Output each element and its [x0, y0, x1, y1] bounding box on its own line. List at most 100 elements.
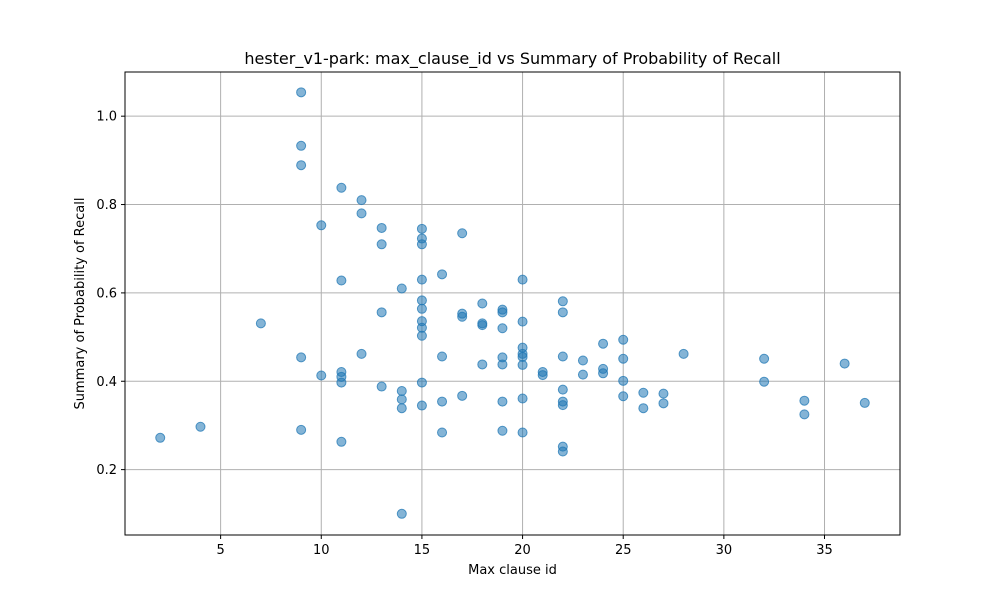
scatter-point	[618, 391, 629, 402]
x-tick-label: 15	[414, 543, 431, 558]
scatter-point	[296, 160, 307, 171]
scatter-point	[618, 353, 629, 364]
scatter-point	[376, 239, 387, 250]
y-tick-label: 0.4	[96, 375, 117, 390]
scatter-point	[477, 320, 488, 331]
scatter-point	[859, 397, 870, 408]
scatter-point	[396, 508, 407, 519]
scatter-point	[437, 351, 448, 362]
scatter-point	[336, 275, 347, 286]
scatter-point	[839, 358, 850, 369]
scatter-point	[396, 394, 407, 405]
scatter-point	[296, 140, 307, 151]
scatter-point	[356, 195, 367, 206]
scatter-point	[497, 425, 508, 436]
x-tick-label: 30	[716, 543, 733, 558]
scatter-point	[396, 385, 407, 396]
scatter-point	[658, 388, 669, 399]
plot-area-frame	[124, 71, 901, 536]
scatter-point	[316, 370, 327, 381]
scatter-point	[416, 303, 427, 314]
scatter-point	[598, 368, 609, 379]
x-axis-label: Max clause id	[468, 563, 557, 578]
y-tick-label: 0.2	[96, 463, 117, 478]
scatter-point	[437, 427, 448, 438]
scatter-point	[416, 295, 427, 306]
chart-title: hester_v1-park: max_clause_id vs Summary…	[244, 49, 780, 69]
scatter-point	[356, 208, 367, 219]
scatter-point	[638, 403, 649, 414]
scatter-point	[517, 316, 528, 327]
scatter-point	[376, 307, 387, 318]
scatter-point	[457, 311, 468, 322]
y-axis-label: Summary of Probability of Recall	[73, 198, 88, 410]
scatter-point	[416, 377, 427, 388]
x-tick-label: 20	[514, 543, 531, 558]
y-tick-label: 0.8	[96, 198, 117, 213]
scatter-point	[618, 375, 629, 386]
scatter-point	[336, 436, 347, 447]
scatter-point	[195, 421, 206, 432]
x-tick-label: 35	[816, 543, 833, 558]
scatter-point	[557, 307, 568, 318]
scatter-point	[316, 220, 327, 231]
scatter-point	[416, 239, 427, 250]
scatter-point	[155, 432, 166, 443]
scatter-point	[497, 323, 508, 334]
scatter-point	[336, 377, 347, 388]
scatter-point	[437, 396, 448, 407]
scatter-point	[537, 370, 548, 381]
scatter-point	[376, 222, 387, 233]
scatter-point	[577, 369, 588, 380]
scatter-point	[517, 427, 528, 438]
scatter-point	[477, 298, 488, 309]
scatter-point	[497, 396, 508, 407]
scatter-point	[477, 359, 488, 370]
scatter-point	[416, 274, 427, 285]
scatter-point	[618, 334, 629, 345]
scatter-point	[759, 353, 770, 364]
scatter-point	[557, 296, 568, 307]
scatter-point	[376, 381, 387, 392]
scatter-point	[557, 384, 568, 395]
x-tick-label: 25	[615, 543, 632, 558]
scatter-point	[598, 338, 609, 349]
scatter-point	[557, 351, 568, 362]
scatter-point	[296, 87, 307, 98]
scatter-point	[799, 395, 810, 406]
scatter-point	[255, 318, 266, 329]
scatter-point	[517, 359, 528, 370]
scatter-point	[356, 348, 367, 359]
scatter-point	[557, 400, 568, 411]
x-tick-label: 10	[313, 543, 330, 558]
scatter-point	[577, 355, 588, 366]
scatter-point	[296, 352, 307, 363]
scatter-point	[517, 274, 528, 285]
scatter-point	[517, 393, 528, 404]
scatter-point	[416, 223, 427, 234]
scatter-point	[497, 359, 508, 370]
x-tick-label: 5	[216, 543, 224, 558]
data-points	[155, 87, 870, 519]
y-tick-label: 0.6	[96, 286, 117, 301]
scatter-point	[457, 390, 468, 401]
scatter-point	[557, 446, 568, 457]
scatter-point	[759, 376, 770, 387]
grid	[125, 72, 900, 535]
scatter-point	[296, 424, 307, 435]
scatter-point	[457, 228, 468, 239]
scatter-point	[678, 348, 689, 359]
scatter-point	[799, 409, 810, 420]
scatter-point	[416, 330, 427, 341]
scatter-point	[396, 403, 407, 414]
axis-ticks: 5 10 15 20 25 30 35 0.2 0.4 0.6 0.8 1.0	[96, 110, 832, 558]
scatter-point	[658, 398, 669, 409]
y-tick-label: 1.0	[96, 110, 117, 125]
scatter-point	[497, 307, 508, 318]
scatter-point	[396, 283, 407, 294]
scatter-point	[638, 387, 649, 398]
scatter-point	[416, 400, 427, 411]
scatter-point	[437, 269, 448, 280]
scatter-point	[336, 182, 347, 193]
